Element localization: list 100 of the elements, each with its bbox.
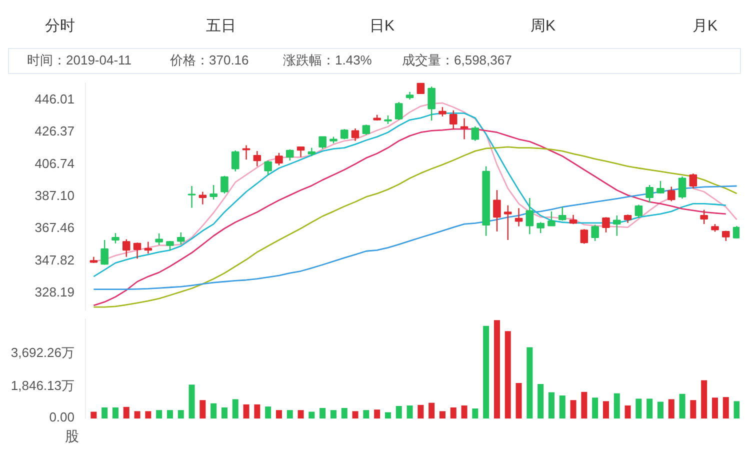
y-tick-label: 367.46 — [34, 220, 75, 236]
bar — [243, 404, 250, 418]
bar — [646, 398, 653, 418]
bar — [581, 392, 588, 418]
bar — [145, 411, 152, 418]
candlestick — [264, 160, 272, 176]
y-tick-label: 426.37 — [34, 124, 75, 139]
candlestick — [253, 150, 262, 167]
bar — [363, 410, 370, 418]
candlestick — [646, 184, 654, 204]
bar — [406, 405, 413, 418]
candlestick — [493, 190, 501, 232]
bar — [396, 406, 402, 418]
bar — [102, 407, 108, 418]
candlestick — [394, 101, 403, 120]
bar — [602, 401, 609, 418]
candlestick — [580, 228, 588, 244]
bar — [112, 407, 118, 418]
candlestick — [504, 204, 512, 241]
bar — [123, 406, 130, 418]
candlestick — [732, 225, 740, 240]
y-tick-label: 387.10 — [34, 188, 75, 204]
bar — [156, 410, 162, 418]
bar — [559, 395, 566, 418]
bar — [439, 411, 446, 418]
bar — [461, 405, 468, 418]
candlestick — [612, 214, 621, 236]
candlestick — [602, 216, 610, 234]
candlestick — [536, 222, 544, 234]
y-tick-label: 1,846.13万 — [10, 378, 75, 394]
candlestick — [231, 150, 240, 172]
bar — [90, 412, 97, 418]
bar — [722, 397, 729, 418]
bar — [483, 326, 490, 418]
text: 五日 — [206, 16, 236, 36]
bar — [286, 410, 293, 418]
candlestick — [220, 175, 228, 194]
bar — [734, 401, 740, 418]
bar — [657, 402, 664, 418]
candlestick — [416, 82, 425, 94]
candlestick — [667, 186, 676, 202]
candlestick — [210, 184, 218, 200]
bar — [320, 408, 326, 418]
candlestick — [122, 238, 130, 258]
text: 成交量：6,598,367 — [402, 52, 512, 70]
bar — [308, 412, 315, 418]
y-tick-label: 446.01 — [34, 91, 75, 106]
candlestick — [514, 208, 523, 227]
candlestick — [188, 185, 196, 208]
candlestick — [155, 232, 163, 246]
y-tick-label: 347.82 — [34, 252, 75, 268]
bar — [200, 400, 206, 418]
candlestick — [428, 86, 436, 122]
candlestick — [678, 176, 686, 200]
y-tick-label: 328.19 — [34, 284, 75, 300]
candlestick — [176, 232, 185, 245]
bar — [516, 382, 522, 418]
candlestick — [318, 136, 326, 150]
bar — [526, 347, 533, 418]
y-tick-label: 3,692.26万 — [10, 345, 75, 360]
text: 时间：2019-04-11 — [27, 52, 132, 70]
bar — [614, 393, 620, 418]
bar — [472, 408, 478, 418]
bar — [624, 405, 631, 418]
bar — [210, 403, 217, 418]
bar — [504, 331, 511, 418]
bar — [232, 399, 238, 418]
bar — [636, 398, 642, 418]
candlestick — [526, 197, 534, 235]
bar — [374, 410, 380, 418]
bar — [668, 399, 674, 418]
candlestick — [242, 144, 250, 160]
y-tick-label: 406.74 — [34, 156, 75, 171]
bar — [188, 384, 195, 418]
candlestick — [198, 191, 207, 205]
bar — [418, 404, 424, 418]
bar — [178, 410, 184, 418]
candlestick — [296, 146, 305, 158]
bar — [712, 398, 718, 418]
bar — [341, 408, 348, 418]
candlestick — [438, 106, 446, 118]
candlestick — [340, 128, 348, 140]
candlestick — [558, 206, 566, 222]
candlestick — [634, 204, 643, 219]
candlestick — [689, 172, 698, 190]
bar — [494, 320, 500, 418]
bar — [679, 394, 686, 418]
bar — [690, 400, 696, 418]
bar — [428, 402, 435, 418]
candlestick — [569, 214, 578, 225]
text: 股 — [65, 427, 79, 446]
candlestick — [286, 148, 294, 162]
bar — [450, 407, 456, 418]
candlestick — [112, 232, 120, 244]
candlestick — [471, 126, 480, 142]
bar — [701, 380, 708, 418]
text: 月K — [692, 16, 718, 36]
bar — [330, 410, 336, 418]
bar — [166, 410, 173, 418]
bar — [538, 384, 544, 418]
